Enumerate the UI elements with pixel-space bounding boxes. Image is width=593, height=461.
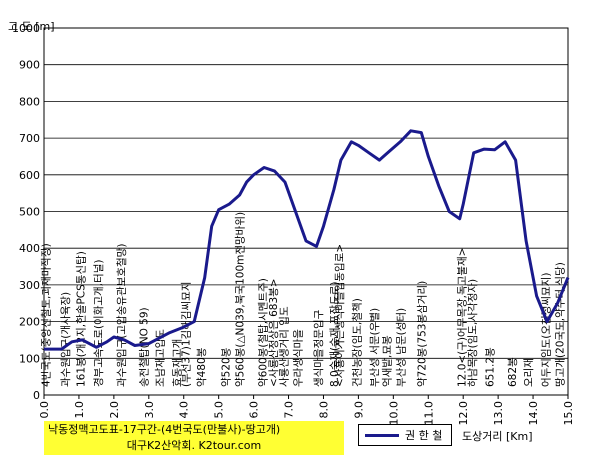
waypoint-label: 효동재고개	[172, 339, 184, 387]
waypoint-label: 땅고개(20국도,약수터,식당)	[554, 262, 566, 387]
x-tick-label: 10.0	[387, 401, 400, 426]
series-layer	[44, 129, 570, 351]
x-tick-label: 0.0	[38, 401, 51, 419]
waypoint-label: 651.2봉	[484, 347, 496, 387]
x-tick-label: 4.0	[178, 401, 191, 419]
y-tick-label: 300	[19, 279, 40, 292]
x-tick-label: 14.0	[527, 401, 540, 426]
chart-title-line-1: 낙동정맥고도표-17구간-(4번국도(만불사)-땅고개)	[48, 423, 281, 436]
grid	[44, 27, 568, 396]
x-tick-label: 1.0	[73, 401, 86, 419]
waypoint-label: 송전철탑(NO 59)	[139, 307, 151, 387]
waypoint-label: 과수원입구(고압송유관보호철망)	[115, 244, 128, 387]
legend-swatch	[365, 433, 399, 437]
x-tick-label: 15.0	[562, 401, 575, 426]
elevation-line	[44, 129, 570, 351]
y-tick-label: 100	[19, 352, 40, 365]
waypoint-label: <사룡산정상은 683봉>	[268, 278, 280, 387]
x-tick-label: 13.0	[492, 401, 505, 426]
waypoint-label: 약480봉	[196, 347, 208, 387]
x-tick-label: 9.0	[352, 401, 365, 419]
y-tick-label: 900	[19, 59, 40, 72]
legend-label: 권 한 철	[405, 429, 443, 442]
x-tick-label: 7.0	[283, 401, 296, 419]
waypoint-label: 사룡산생거리 입도	[277, 306, 290, 387]
waypoint-label: 부산성 남문(성터)	[395, 308, 407, 387]
waypoint-label: 약520봉	[221, 347, 233, 387]
x-tick-label: 12.0	[457, 401, 470, 426]
waypoint-label: 과수원입구(개사육장)	[59, 292, 72, 387]
y-tick-label: 0	[33, 389, 40, 402]
chart-title-line-2: 대구K2산악회. K2tour.com	[126, 439, 262, 452]
waypoint-label: 오리재	[523, 358, 535, 387]
y-tick-label: 1000	[12, 22, 40, 35]
x-tick-label: 6.0	[248, 401, 261, 419]
y-tick-label: 500	[19, 206, 40, 219]
waypoint-label: 경부고속도로(이화고개,터널)	[92, 260, 105, 387]
waypoint-label: 생식마을정문입구	[312, 309, 325, 387]
x-tick-label: 11.0	[422, 401, 435, 426]
waypoint-label: 약600봉(철탑,시멘트주)	[257, 278, 269, 387]
x-tick-label: 5.0	[213, 401, 226, 419]
legend: 권 한 철	[358, 424, 452, 446]
y-tick-label: 800	[19, 95, 40, 108]
y-tick-label: 700	[19, 132, 40, 145]
waypoint-label: 우라생식마을	[292, 329, 304, 387]
y-axis-title: 고 도 [m]	[8, 20, 55, 33]
waypoint-label: 약560봉(△N039,북국100m전망바위)	[234, 212, 247, 387]
y-axis-ticks: 0 100 200 300 400 500 600 700 800 900 1000	[12, 22, 40, 402]
waypoint-label: 4번국도(중앙선철도,괴재마작장)	[41, 243, 53, 387]
waypoint-label: 부산성 서문(우별)	[369, 308, 381, 387]
waypoint-label: 161봉(개2지,한솔PCS통신탑)	[76, 251, 88, 387]
x-tick-label: 2.0	[108, 401, 121, 419]
y-tick-label: 200	[19, 316, 40, 329]
y-tick-label: 400	[19, 242, 40, 255]
chart-title-box: 낙동정맥고도표-17구간-(4번국도(만불사)-땅고개) 대구K2산악회. K2…	[44, 421, 344, 455]
y-tick-label: 600	[19, 169, 40, 182]
waypoint-label: 8.0숙재(숲재,포장도로)	[329, 281, 341, 387]
waypoint-label: <사룡이가는생식마을입동입로>	[333, 244, 346, 387]
waypoint-label: 어두지임도(오천정씨묘지)	[539, 273, 552, 387]
waypoint-label: 약720봉(753봉삼거리)	[416, 281, 428, 387]
waypoint-label: 682봉	[507, 357, 519, 387]
x-tick-label: 8.0	[317, 401, 330, 419]
x-axis-title: 도상거리 [Km]	[462, 430, 533, 443]
x-axis-ticks: 0.0 1.0 2.0 3.0 4.0 5.0 6.0 7.0 8.0 9.0 10.0 11.0 12…	[38, 395, 575, 426]
waypoint-label: 조남재고입도	[153, 329, 166, 387]
waypoint-label: 억새밭,묘봉	[381, 335, 393, 387]
waypoint-label: 건천농장(임도,철책)	[351, 298, 364, 387]
x-tick-label: 3.0	[143, 401, 156, 419]
waypoint-label: 12.0<(구)어무목장,독고불재>	[456, 248, 468, 387]
waypoint-label: 하남목장(임도,사각정자)	[466, 279, 479, 387]
waypoint-annotations: 4번국도(중앙선철도,괴재마작장) 과수원입구(개사육장) 161봉(개2지,한솔P…	[41, 212, 567, 387]
waypoint-label: (부선37)1김해김씨묘지	[179, 281, 192, 387]
